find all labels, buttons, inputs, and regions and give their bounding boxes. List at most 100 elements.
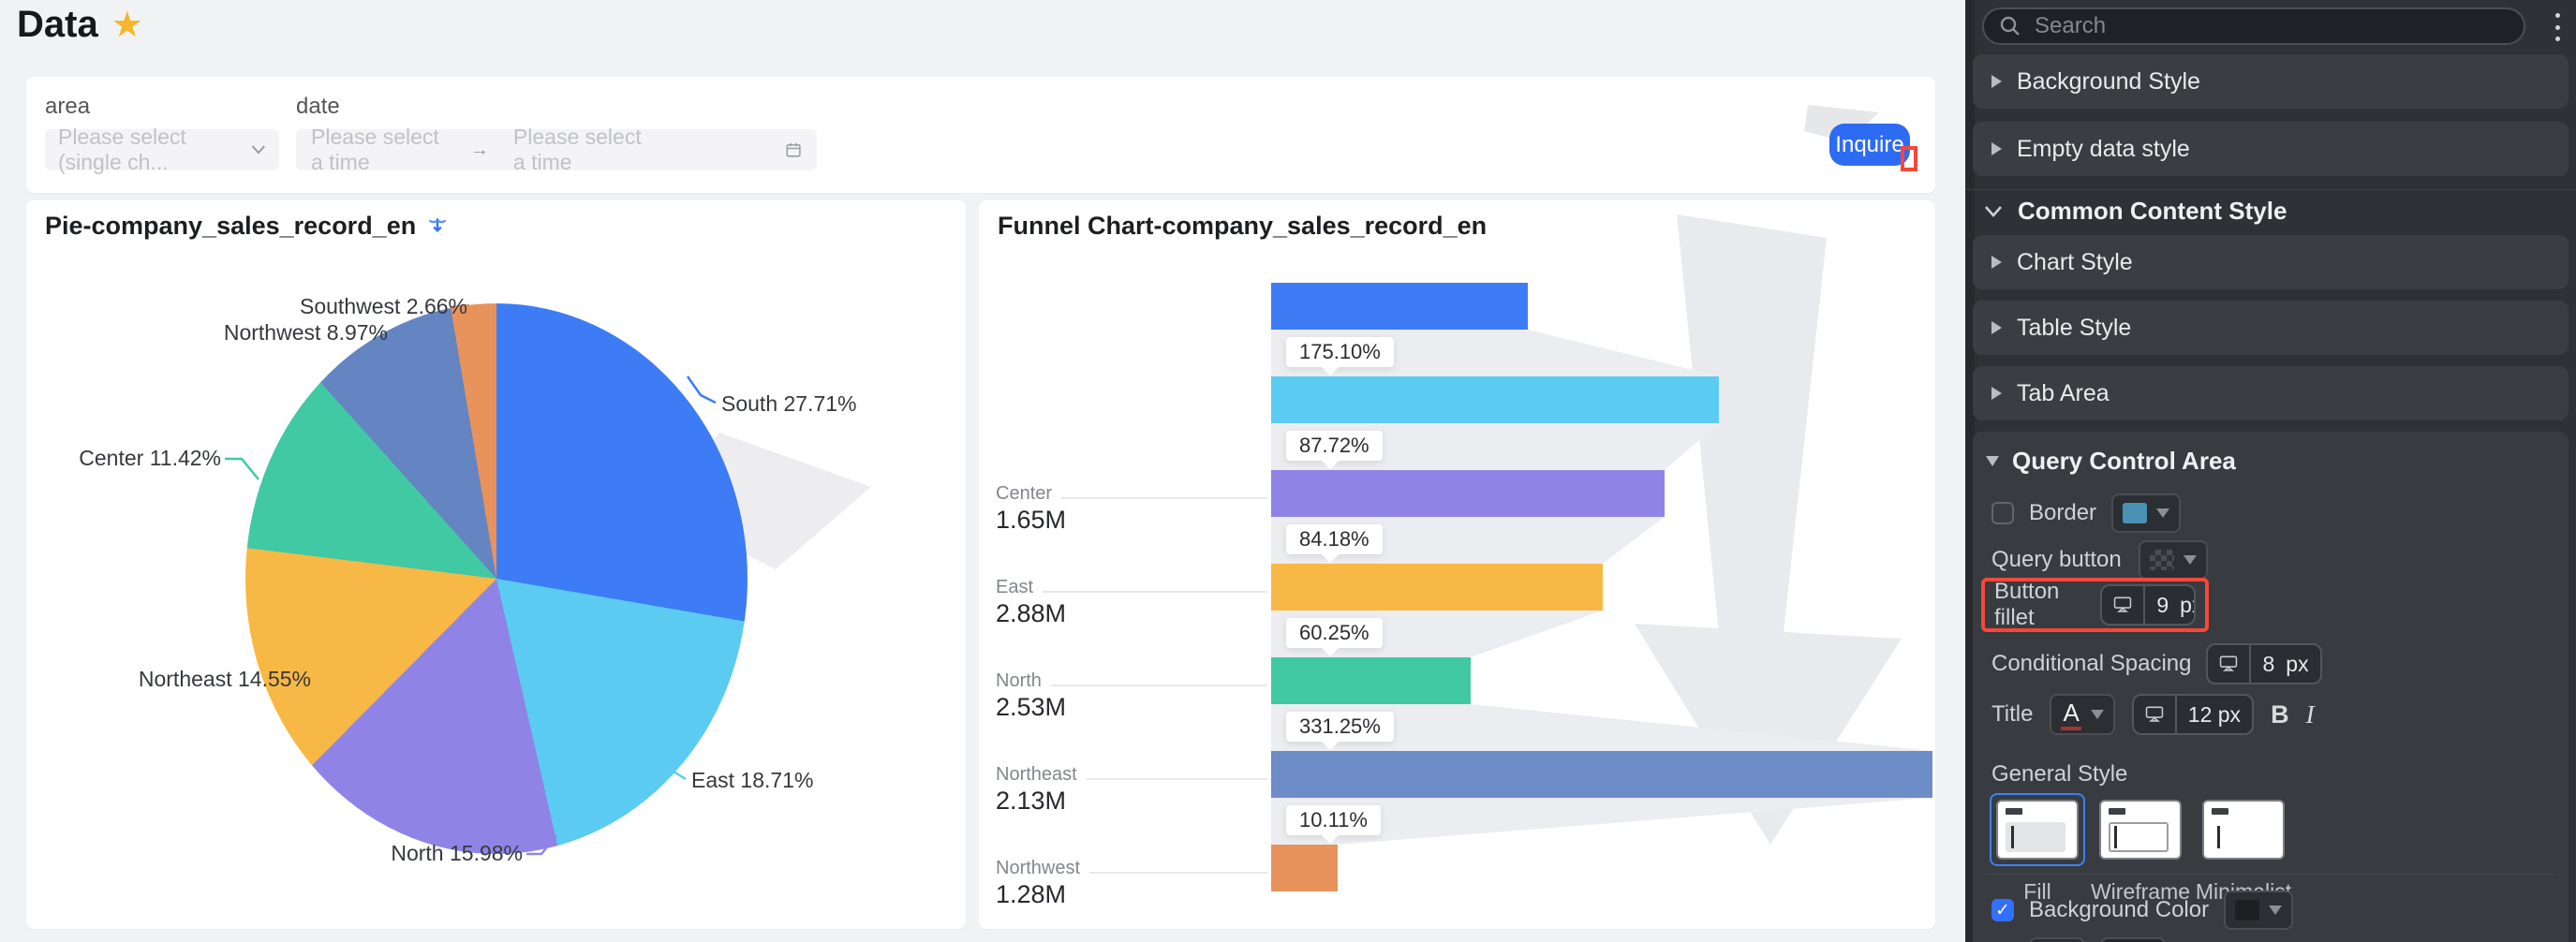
title-font-size-control[interactable]: 12 px — [2131, 694, 2255, 735]
bold-button[interactable]: B — [2271, 699, 2289, 729]
funnel-row-northwest: Northwest 1.28M — [979, 858, 1279, 942]
clipped-bottom-row — [1991, 937, 2166, 942]
search-icon — [2000, 16, 2020, 36]
style-settings-sidebar: Background Style Empty data style Common… — [1965, 0, 2576, 942]
funnel-name: Northwest — [996, 858, 1081, 878]
title-size-value[interactable]: 12 px — [2187, 701, 2242, 727]
label-rule — [1061, 497, 1267, 499]
conditional-spacing-label: Conditional Spacing — [1991, 651, 2192, 676]
style-option-wireframe[interactable]: Wireframe — [2089, 800, 2192, 905]
chevron-right-icon — [1991, 256, 2002, 269]
sidebar-scroll-track[interactable] — [1965, 0, 1975, 942]
conversion-label: 175.10% — [1286, 337, 1394, 375]
border-label: Border — [2029, 500, 2097, 525]
chevron-right-icon — [1991, 387, 2002, 400]
funnel-bar-center[interactable] — [1271, 283, 1528, 330]
query-button-color-dropdown[interactable] — [2138, 540, 2208, 580]
funnel-bar-southwest[interactable] — [1271, 845, 1338, 891]
pie-label-center: Center 11.42% — [79, 446, 221, 470]
query-control-area-header[interactable]: Query Control Area — [1986, 447, 2236, 476]
chevron-down-icon — [1986, 456, 1999, 466]
monitor-icon — [2134, 696, 2177, 733]
conversion-label: 84.18% — [1286, 524, 1383, 563]
funnel-bar-south[interactable] — [1271, 751, 1932, 798]
border-color-dropdown[interactable] — [2111, 493, 2182, 533]
caret-down-icon — [2156, 508, 2170, 518]
color-swatch — [2123, 503, 2148, 523]
annotation-button-fillet-highlight: Button fillet 9 px — [1981, 578, 2209, 632]
font-color-picker[interactable]: A — [2050, 694, 2115, 735]
funnel-value: 2.53M — [996, 693, 1067, 721]
date-field-label: date — [296, 94, 340, 119]
date-range-picker[interactable]: Please select a time → Please select a t… — [296, 125, 817, 174]
drill-down-icon[interactable] — [425, 214, 450, 239]
label-rule — [1043, 591, 1267, 593]
style-option-fill[interactable]: Fill — [1986, 793, 2089, 905]
funnel-chart-title: Funnel Chart-company_sales_record_en — [998, 212, 1487, 241]
kebab-menu-icon[interactable] — [2546, 11, 2569, 43]
conditional-spacing-control[interactable]: 8 px — [2206, 643, 2322, 684]
sidebar-section-common-content-style[interactable]: Common Content Style — [1984, 197, 2287, 226]
funnel-chart-title-text: Funnel Chart-company_sales_record_en — [998, 212, 1488, 240]
chevron-right-icon — [1991, 142, 2002, 155]
sidebar-search[interactable] — [1982, 7, 2525, 45]
italic-button[interactable]: I — [2305, 699, 2315, 729]
divider — [1986, 874, 2554, 875]
funnel-bar-north[interactable] — [1271, 470, 1665, 517]
section-label: Background Style — [2017, 67, 2200, 95]
chevron-right-icon — [1991, 75, 2002, 88]
clipped-row-control[interactable] — [2100, 937, 2166, 942]
caret-down-icon — [2090, 710, 2104, 719]
pie-label-northeast: Northeast 14.55% — [138, 667, 311, 691]
sidebar-section-chart-style[interactable]: Chart Style — [1973, 235, 2569, 289]
style-option-label: Wireframe — [2090, 879, 2191, 904]
favorite-star-icon[interactable]: ★ — [111, 5, 143, 45]
button-fillet-control[interactable]: 9 px — [2100, 584, 2196, 626]
background-color-dropdown[interactable] — [2224, 890, 2294, 930]
border-checkbox[interactable] — [1991, 502, 2014, 524]
clipped-row-control[interactable] — [2029, 937, 2085, 942]
range-arrow-icon: → — [469, 139, 489, 160]
conditional-spacing-row: Conditional Spacing 8 px — [1991, 643, 2322, 684]
label-rule — [1089, 872, 1267, 874]
inquire-button[interactable]: Inquire — [1829, 124, 1910, 166]
style-option-minimalist[interactable]: Minimalist — [2192, 800, 2295, 905]
section-label: Empty data style — [2017, 135, 2190, 162]
sidebar-section-tab-area[interactable]: Tab Area — [1973, 366, 2569, 420]
funnel-bar-northeast[interactable] — [1271, 564, 1603, 611]
fillet-value[interactable]: 9 — [2156, 592, 2169, 617]
fillet-unit: px — [2180, 592, 2194, 617]
sidebar-section-background-style[interactable]: Background Style — [1973, 54, 2569, 109]
general-style-options: Fill Wireframe Minimalist — [1986, 793, 2295, 905]
background-color-checkbox[interactable]: ✓ — [1991, 899, 2014, 921]
monitor-icon — [2102, 586, 2146, 624]
date-start-placeholder: Please select a time — [311, 125, 439, 174]
funnel-name: Center — [996, 483, 1053, 504]
spacing-value[interactable]: 8 — [2262, 651, 2275, 676]
label-rule — [1086, 778, 1267, 780]
transparent-swatch — [2149, 550, 2174, 570]
label-rule — [1050, 684, 1267, 686]
sidebar-section-table-style[interactable]: Table Style — [1973, 301, 2569, 355]
pie-label-southwest: Southwest 2.66% — [300, 294, 468, 318]
sidebar-section-empty-data-style[interactable]: Empty data style — [1973, 122, 2569, 176]
caret-down-icon — [2269, 905, 2283, 915]
calendar-icon — [786, 142, 801, 157]
area-select[interactable]: Please select (single ch... — [45, 125, 279, 174]
funnel-row-northeast: Northeast 2.13M — [979, 764, 1279, 858]
search-input[interactable] — [2033, 12, 2445, 40]
funnel-row-east: East 2.88M — [979, 577, 1279, 670]
title-style-row: Title A 12 px B I — [1991, 694, 2315, 735]
funnel-bar-east[interactable] — [1271, 376, 1719, 423]
conversion-label: 10.11% — [1286, 805, 1381, 844]
funnel-bar-northwest[interactable] — [1271, 657, 1471, 704]
pie-chart-title: Pie-company_sales_record_en — [45, 212, 450, 241]
pie-chart-card: Pie-company_sales_record_en South 27.71%… — [26, 200, 966, 929]
pie-chart[interactable] — [245, 303, 748, 854]
section-label: Tab Area — [2017, 379, 2110, 406]
title-row-label: Title — [1991, 701, 2034, 727]
chevron-down-icon — [252, 145, 266, 155]
font-color-letter: A — [2061, 699, 2081, 730]
section-label: Common Content Style — [2018, 197, 2287, 225]
